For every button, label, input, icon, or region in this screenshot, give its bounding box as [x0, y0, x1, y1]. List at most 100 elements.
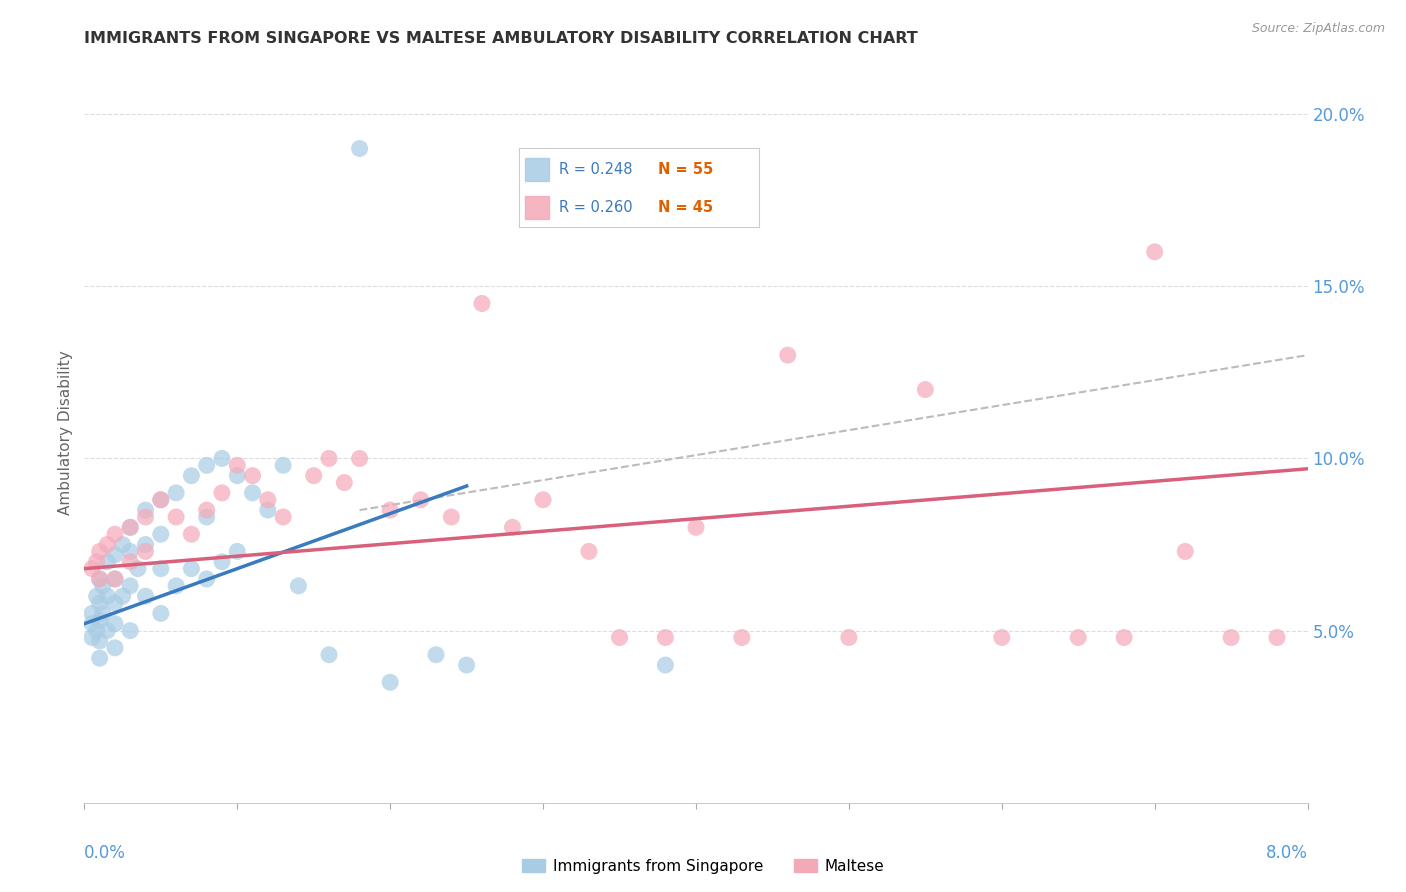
Point — [380, 503, 402, 517]
Point — [86, 589, 108, 603]
Point — [1067, 631, 1090, 645]
Point — [120, 624, 142, 638]
Point — [271, 458, 294, 473]
FancyBboxPatch shape — [524, 195, 548, 219]
Point — [226, 458, 249, 473]
Point — [104, 572, 127, 586]
Point — [149, 492, 172, 507]
Point — [89, 634, 111, 648]
Point — [149, 561, 172, 575]
Point — [349, 451, 371, 466]
Point — [1114, 631, 1136, 645]
Point — [195, 503, 218, 517]
Point — [731, 631, 754, 645]
Point — [333, 475, 356, 490]
Point — [89, 544, 111, 558]
Point — [89, 572, 111, 586]
Point — [654, 658, 676, 673]
Point — [120, 520, 142, 534]
Point — [111, 589, 134, 603]
Point — [111, 537, 134, 551]
Point — [211, 486, 233, 500]
Point — [91, 607, 114, 621]
Point — [91, 579, 114, 593]
Point — [349, 142, 371, 156]
Point — [89, 651, 111, 665]
Point — [211, 555, 233, 569]
Point — [165, 579, 187, 593]
Point — [165, 486, 187, 500]
Point — [654, 631, 676, 645]
Text: N = 45: N = 45 — [658, 200, 713, 215]
Text: 8.0%: 8.0% — [1265, 844, 1308, 862]
Point — [104, 527, 127, 541]
Point — [1174, 544, 1197, 558]
Text: Source: ZipAtlas.com: Source: ZipAtlas.com — [1251, 22, 1385, 36]
Point — [914, 383, 936, 397]
FancyBboxPatch shape — [524, 158, 548, 181]
Point — [502, 520, 524, 534]
Point — [89, 572, 111, 586]
Point — [1220, 631, 1243, 645]
Point — [89, 613, 111, 627]
Point — [380, 675, 402, 690]
Text: R = 0.260: R = 0.260 — [558, 200, 633, 215]
Point — [180, 527, 202, 541]
Point — [96, 537, 118, 551]
Point — [302, 468, 325, 483]
Point — [135, 544, 157, 558]
Point — [609, 631, 631, 645]
Point — [440, 510, 463, 524]
Point — [120, 544, 142, 558]
Point — [531, 492, 554, 507]
Point — [104, 548, 127, 562]
Point — [578, 544, 600, 558]
Point — [104, 616, 127, 631]
Point — [149, 527, 172, 541]
Point — [80, 607, 103, 621]
Point — [104, 640, 127, 655]
Point — [180, 561, 202, 575]
Point — [120, 520, 142, 534]
Point — [149, 492, 172, 507]
Point — [120, 579, 142, 593]
Point — [838, 631, 860, 645]
Text: N = 55: N = 55 — [658, 162, 713, 178]
Point — [776, 348, 799, 362]
Point — [86, 555, 108, 569]
Point — [96, 589, 118, 603]
Point — [165, 510, 187, 524]
Point — [257, 492, 280, 507]
Point — [471, 296, 494, 310]
Point — [104, 596, 127, 610]
Point — [242, 486, 264, 500]
Point — [257, 503, 280, 517]
Point — [226, 468, 249, 483]
Point — [80, 561, 103, 575]
Y-axis label: Ambulatory Disability: Ambulatory Disability — [58, 351, 73, 515]
Point — [135, 510, 157, 524]
Point — [96, 624, 118, 638]
Text: IMMIGRANTS FROM SINGAPORE VS MALTESE AMBULATORY DISABILITY CORRELATION CHART: IMMIGRANTS FROM SINGAPORE VS MALTESE AMB… — [84, 31, 918, 46]
Point — [287, 579, 309, 593]
Point — [211, 451, 233, 466]
Point — [242, 468, 264, 483]
Point — [135, 537, 157, 551]
Point — [80, 616, 103, 631]
Point — [1265, 631, 1288, 645]
Point — [96, 555, 118, 569]
Point — [89, 596, 111, 610]
Legend: Immigrants from Singapore, Maltese: Immigrants from Singapore, Maltese — [516, 853, 890, 880]
Point — [86, 624, 108, 638]
Point — [318, 648, 340, 662]
Text: 0.0%: 0.0% — [84, 844, 127, 862]
Point — [80, 631, 103, 645]
Point — [271, 510, 294, 524]
Point — [120, 555, 142, 569]
Point — [127, 561, 149, 575]
Point — [135, 589, 157, 603]
Point — [180, 468, 202, 483]
Point — [135, 503, 157, 517]
Point — [456, 658, 478, 673]
Point — [195, 572, 218, 586]
